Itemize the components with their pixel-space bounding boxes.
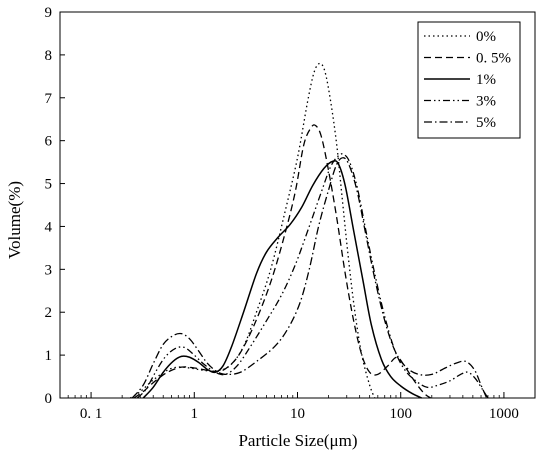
y-tick-label: 1 [45, 348, 53, 364]
y-tick-label: 5 [45, 177, 53, 193]
legend-box [417, 21, 521, 139]
y-tick-label: 2 [45, 305, 53, 321]
legend-label: 3% [476, 94, 496, 110]
y-tick-label: 7 [45, 91, 53, 107]
x-tick-label: 10 [290, 406, 305, 422]
series-line-2 [133, 124, 432, 399]
y-tick-label: 6 [45, 134, 53, 150]
x-axis-label: Particle Size(μm) [238, 431, 357, 450]
series-line-3 [142, 160, 423, 399]
series-line-4 [136, 153, 489, 399]
x-tick-label: 0. 1 [80, 406, 103, 422]
y-axis-label: Volume(%) [5, 181, 24, 259]
legend-label: 0% [476, 29, 496, 45]
series-line-1 [129, 62, 376, 399]
legend: 0% 0. 5% 1% 3% 5% [417, 21, 521, 139]
series-line-5 [131, 157, 488, 399]
series-curves [129, 62, 489, 399]
y-tick-label: 3 [45, 262, 53, 278]
x-tick-label: 1000 [489, 406, 519, 422]
axes: 0 1 2 3 4 5 6 7 8 9 0. 1 1 10 100 1000 [45, 5, 536, 422]
legend-label: 1% [476, 72, 496, 88]
legend-label: 0. 5% [476, 51, 511, 67]
y-tick-label: 8 [45, 48, 53, 64]
y-tick-label: 0 [45, 391, 53, 407]
y-tick-label: 9 [45, 5, 53, 21]
y-tick-label: 4 [45, 219, 53, 235]
x-tick-label: 1 [191, 406, 199, 422]
x-tick-label: 100 [389, 406, 412, 422]
legend-label: 5% [476, 115, 496, 131]
